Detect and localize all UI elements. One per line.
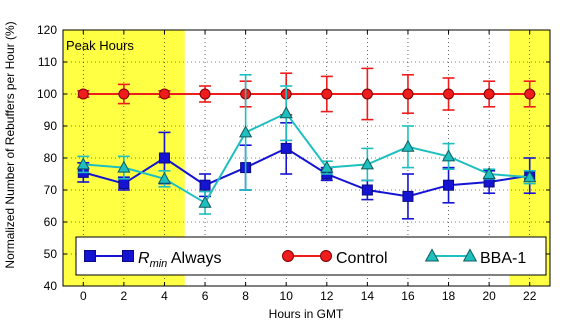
data-point xyxy=(523,170,537,183)
x-tick-label: 12 xyxy=(320,289,334,303)
legend-label-bba1: BBA-1 xyxy=(480,250,526,267)
x-tick-label: 4 xyxy=(161,289,168,303)
y-tick-label: 110 xyxy=(38,55,57,69)
data-point xyxy=(157,171,172,184)
x-tick-label: 18 xyxy=(442,289,456,303)
y-tick-label: 80 xyxy=(44,151,58,165)
data-point xyxy=(402,190,414,202)
data-point xyxy=(524,88,536,100)
x-axis-label: Hours in GMT xyxy=(269,307,344,321)
series-group xyxy=(76,67,537,220)
y-axis-label: Normalized Number of Rebuffers per Hour … xyxy=(3,21,17,268)
data-point xyxy=(443,179,455,191)
data-point xyxy=(482,166,496,179)
data-point xyxy=(401,139,415,152)
x-tick-label: 0 xyxy=(80,289,87,303)
y-tick-label: 60 xyxy=(44,215,58,229)
data-point xyxy=(117,160,131,173)
y-tick-label: 90 xyxy=(44,119,58,133)
data-point xyxy=(361,184,373,196)
data-point xyxy=(443,88,455,100)
y-tick-label: 120 xyxy=(37,23,57,37)
data-point xyxy=(280,142,292,154)
data-point xyxy=(441,149,456,162)
x-tick-label: 14 xyxy=(361,289,375,303)
x-tick-label: 16 xyxy=(401,289,415,303)
data-point xyxy=(402,88,414,100)
legend-label-control: Control xyxy=(336,250,388,267)
data-point xyxy=(118,88,130,100)
x-tick-label: 6 xyxy=(202,289,209,303)
y-tick-label: 40 xyxy=(44,279,58,293)
axis-ticks: 0 2 4 6 8 10 12 14 16 18 20 22 40 50 60 70 80 90 100 110 120 xyxy=(37,23,550,303)
x-tick-label: 10 xyxy=(280,289,294,303)
peak-hours-label: Peak Hours xyxy=(66,38,134,53)
data-point xyxy=(320,160,334,173)
x-tick-label: 20 xyxy=(482,289,496,303)
legend-samples xyxy=(84,248,478,262)
series-line xyxy=(83,111,530,205)
legend-marker-end-0 xyxy=(122,250,134,262)
legend-marker-start-2 xyxy=(424,248,440,262)
data-point xyxy=(361,88,373,100)
data-point xyxy=(158,152,170,164)
x-tick-label: 2 xyxy=(121,289,128,303)
data-point xyxy=(118,178,130,190)
legend: Rmin Always Control BBA-1 xyxy=(75,236,547,276)
data-point xyxy=(279,106,293,119)
data-point xyxy=(199,179,211,191)
y-tick-label: 100 xyxy=(37,87,57,101)
x-tick-label: 22 xyxy=(523,289,537,303)
x-tick-label: 8 xyxy=(242,289,249,303)
legend-marker-end-2 xyxy=(462,248,478,262)
data-point xyxy=(360,157,374,170)
data-point xyxy=(483,88,495,100)
data-point xyxy=(76,157,90,170)
data-point xyxy=(239,125,253,138)
legend-label-r-min: Rmin Always xyxy=(138,250,222,270)
data-point xyxy=(321,88,333,100)
legend-marker-end-1 xyxy=(320,250,332,262)
y-tick-label: 50 xyxy=(44,247,58,261)
data-point xyxy=(158,88,170,100)
y-tick-label: 70 xyxy=(44,183,58,197)
data-point xyxy=(199,88,211,100)
series-line xyxy=(83,147,530,198)
data-point xyxy=(77,88,89,100)
legend-marker-start-1 xyxy=(282,250,294,262)
series-2 xyxy=(76,74,537,215)
legend-marker-start-0 xyxy=(84,250,96,262)
data-point xyxy=(198,195,212,208)
